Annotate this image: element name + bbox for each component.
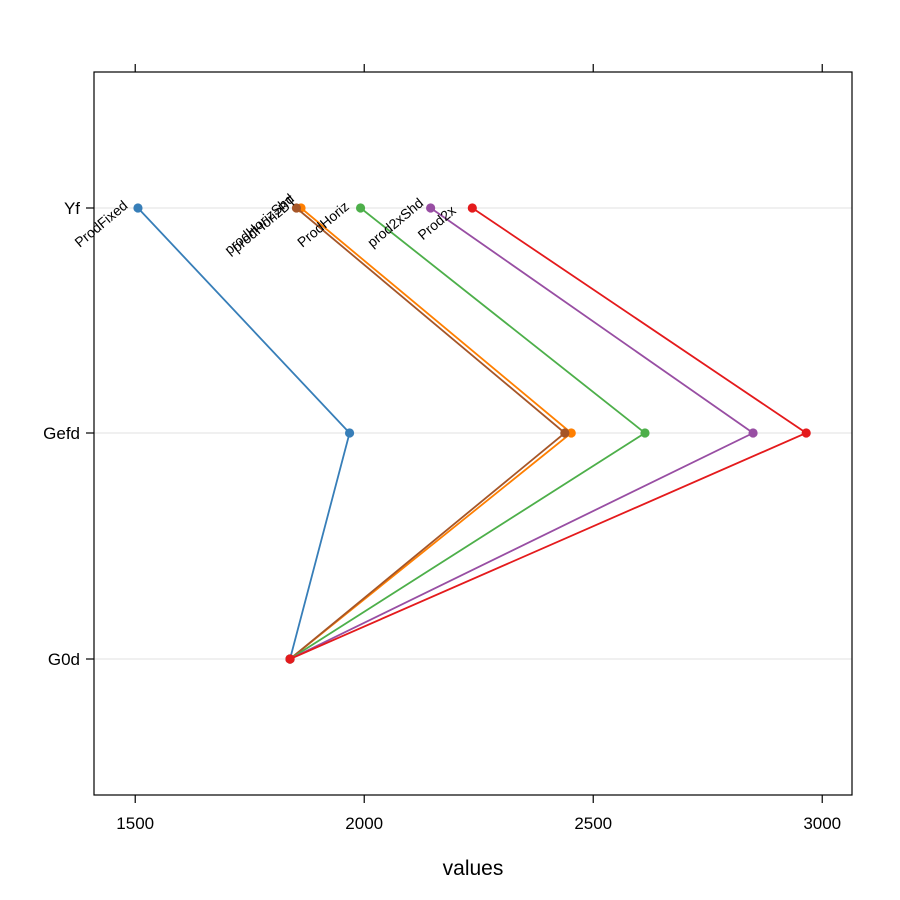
point-prod2xshd-gefd [748, 428, 758, 438]
point-prod2x-gefd [801, 428, 811, 438]
point-label-prod2xshd: prod2xShd [364, 194, 426, 250]
point-prodfixed-yf [133, 203, 143, 213]
point-prod2xshd-yf [426, 203, 436, 213]
x-tick-label: 2000 [345, 814, 383, 833]
grid-lines [94, 207, 852, 660]
point-prodhoriz-gefd [640, 428, 650, 438]
x-tick-label: 3000 [803, 814, 841, 833]
x-tick-label: 1500 [116, 814, 154, 833]
point-label-prodfixed: ProdFixed [71, 197, 130, 250]
y-tick-label-yf: Yf [64, 199, 80, 218]
x-tick-label: 2500 [574, 814, 612, 833]
series-layer [133, 203, 811, 664]
point-prod2x-yf [467, 203, 477, 213]
point-prodfixed-gefd [344, 428, 355, 438]
point-label-prodhorizshd: prodHorizShd [221, 190, 297, 257]
point-prodhorizshd-yf [291, 203, 302, 213]
point-prodhorizshd-gefd [560, 428, 570, 438]
point-prod2x-g0d [285, 654, 295, 664]
y-tick-label-g0d: G0d [48, 650, 80, 669]
x-axis-title: values [443, 857, 504, 880]
axes: 1500 2000 2500 3000 G0d Gefd Yf [43, 64, 841, 833]
y-tick-label-gefd: Gefd [43, 424, 80, 443]
point-prodhorizbt-gefd [566, 428, 576, 438]
point-label-layer: ProdFixed prodHorizBTprodHorizShdProdHori… [71, 190, 458, 257]
point-prodhoriz-yf [355, 203, 366, 213]
